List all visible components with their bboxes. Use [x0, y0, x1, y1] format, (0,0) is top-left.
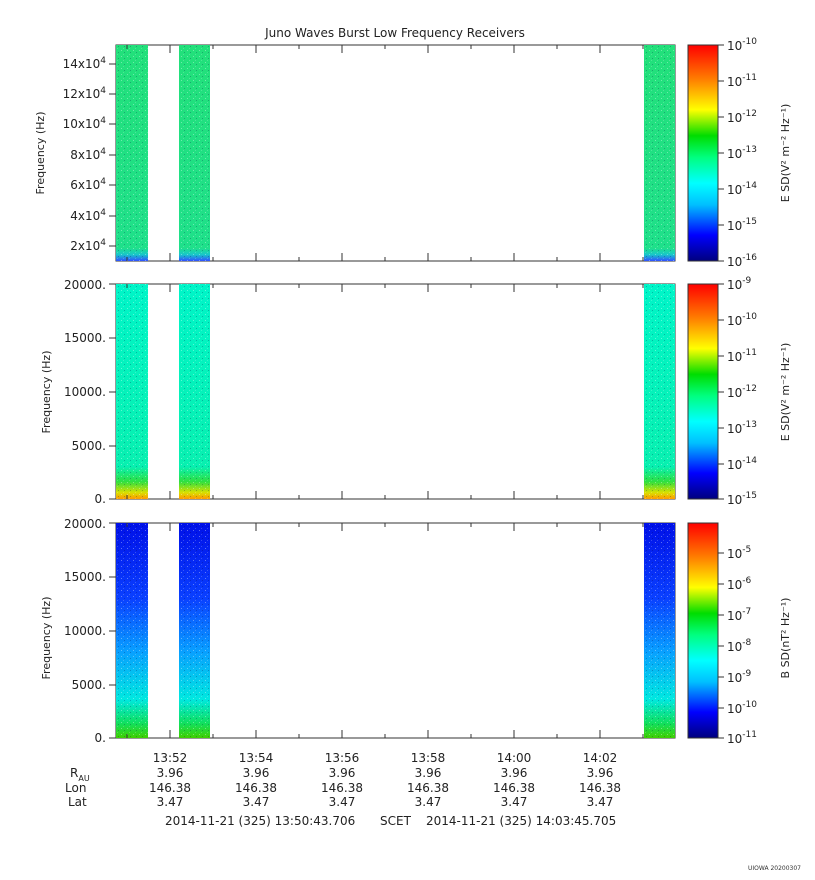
panel-2-ytick-20000: 20000. [64, 278, 106, 292]
lat-value: 3.47 [329, 795, 356, 809]
rau-value: 3.96 [329, 766, 356, 780]
panel-2-blocks [116, 284, 675, 499]
lat-value: 3.47 [243, 795, 270, 809]
panel-3-yticks: 20000. 15000. 10000. 5000. 0. [64, 517, 116, 745]
rau-value: 3.96 [501, 766, 528, 780]
p2-cb-tick-m12: 10-12 [727, 384, 757, 400]
p3-cb-tick-m11: 10-11 [727, 730, 757, 746]
panel-1-colorbar-gradient [687, 44, 719, 262]
p1-cb-tick-m13: 10-13 [727, 145, 757, 161]
p1-cb-tick-m15: 10-15 [727, 217, 757, 233]
p3-cb-tick-m5: 10-5 [727, 545, 751, 561]
p1-cb-tick-m14: 10-14 [727, 181, 757, 197]
time-ticks [126, 45, 644, 738]
panel-2-ytick-15000: 15000. [64, 331, 106, 345]
panel-1-yticks: 14x104 12x104 10x104 8x104 6x104 4x104 2… [63, 56, 116, 253]
panel-2-colorbar-label: E SD(V² m⁻² Hz⁻¹) [779, 343, 792, 442]
panel-1: Frequency (Hz) 14x104 12x104 10x104 8x10… [34, 37, 792, 269]
rau-value: 3.96 [587, 766, 614, 780]
panel-3-ytick-20000: 20000. [64, 517, 106, 531]
panel-3-colorbar-label: B SD(nT² Hz⁻¹) [779, 598, 792, 679]
panel-2: Frequency (Hz) 20000. 15000. 10000. 5000… [40, 276, 792, 507]
panel-3-colorbar: 10-5 10-6 10-7 10-8 10-9 10-10 10-11 B S… [687, 522, 792, 746]
panel-3-colorbar-gradient [687, 522, 719, 739]
p3-cb-tick-m7: 10-7 [727, 607, 751, 623]
rau-value: 3.96 [415, 766, 442, 780]
time-label-1402: 14:02 [583, 751, 618, 765]
p2-cb-tick-m10: 10-10 [727, 312, 757, 328]
time-label-1352: 13:52 [153, 751, 188, 765]
p2-cb-tick-m14: 10-14 [727, 456, 757, 472]
p3-cb-tick-m9: 10-9 [727, 669, 752, 685]
footer-start-time: 2014-11-21 (325) 13:50:43.706 [165, 814, 355, 828]
rau-value: 3.96 [243, 766, 270, 780]
time-label-1400: 14:00 [497, 751, 532, 765]
lon-value: 146.38 [149, 781, 191, 795]
panel-3-ytick-0: 0. [95, 731, 106, 745]
panel-2-yticks: 20000. 15000. 10000. 5000. 0. [64, 278, 116, 506]
ephem-label-lat: Lat [68, 795, 87, 809]
panel-1-ytick-60000: 6x104 [70, 177, 106, 192]
panel-3-ytick-5000: 5000. [72, 678, 106, 692]
panel-1-ytick-40000: 4x104 [70, 208, 106, 223]
panel-2-ytick-0: 0. [95, 492, 106, 506]
p1-cb-tick-m16: 10-16 [727, 253, 757, 269]
lon-value: 146.38 [235, 781, 277, 795]
footer-scet: SCET [380, 814, 412, 828]
panel-3-blocks [116, 523, 675, 738]
lon-value: 146.38 [321, 781, 363, 795]
p2-cb-tick-m9: 10-9 [727, 276, 752, 292]
p2-cb-tick-m11: 10-11 [727, 348, 757, 364]
p2-cb-tick-m13: 10-13 [727, 420, 757, 436]
p3-cb-tick-m10: 10-10 [727, 700, 757, 716]
figure-title: Juno Waves Burst Low Frequency Receivers [264, 26, 525, 40]
panel-2-colorbar-gradient [687, 283, 719, 500]
ephemeris-table: RAU Lon Lat 13:52 13:54 13:56 13:58 14:0… [65, 751, 621, 809]
lon-value: 146.38 [493, 781, 535, 795]
panel-2-ytick-10000: 10000. [64, 385, 106, 399]
panel-1-colorbar: 10-10 10-11 10-12 10-13 10-14 10-15 10-1… [687, 37, 792, 269]
time-range-footer: 2014-11-21 (325) 13:50:43.706 SCET 2014-… [165, 814, 616, 828]
p3-cb-tick-m6: 10-6 [727, 576, 752, 592]
time-label-1354: 13:54 [239, 751, 274, 765]
lon-value: 146.38 [579, 781, 621, 795]
lon-value: 146.38 [407, 781, 449, 795]
p2-cb-tick-m15: 10-15 [727, 491, 757, 507]
p1-cb-tick-m10: 10-10 [727, 37, 757, 53]
panel-1-ytick-20000: 2x104 [70, 238, 106, 253]
panel-1-ytick-140000: 14x104 [63, 56, 107, 71]
rau-value: 3.96 [157, 766, 184, 780]
time-label-1356: 13:56 [325, 751, 360, 765]
panel-3-ytick-15000: 15000. [64, 570, 106, 584]
p1-cb-tick-m12: 10-12 [727, 109, 757, 125]
panel-3: Frequency (Hz) 20000. 15000. 10000. 5000… [40, 517, 792, 746]
panel-1-ytick-80000: 8x104 [70, 147, 106, 162]
p3-cb-tick-m8: 10-8 [727, 638, 752, 654]
panel-2-ylabel: Frequency (Hz) [40, 351, 53, 434]
ephem-label-lon: Lon [65, 781, 86, 795]
panel-1-blocks [116, 45, 675, 261]
uiowa-stamp: UIOWA 20200307 [747, 865, 801, 872]
panel-3-ylabel: Frequency (Hz) [40, 597, 53, 680]
panel-2-colorbar: 10-9 10-10 10-11 10-12 10-13 10-14 10-15… [687, 276, 792, 507]
panel-1-ytick-120000: 12x104 [63, 86, 107, 101]
panel-1-ytick-100000: 10x104 [63, 116, 107, 131]
footer-end-time: 2014-11-21 (325) 14:03:45.705 [426, 814, 616, 828]
panel-1-colorbar-label: E SD(V² m⁻² Hz⁻¹) [779, 104, 792, 203]
p1-cb-tick-m11: 10-11 [727, 73, 757, 89]
lat-value: 3.47 [415, 795, 442, 809]
lat-value: 3.47 [501, 795, 528, 809]
lat-value: 3.47 [587, 795, 614, 809]
panel-3-ytick-10000: 10000. [64, 624, 106, 638]
lat-value: 3.47 [157, 795, 184, 809]
time-label-1358: 13:58 [411, 751, 446, 765]
panel-1-ylabel: Frequency (Hz) [34, 112, 47, 195]
panel-2-ytick-5000: 5000. [72, 439, 106, 453]
